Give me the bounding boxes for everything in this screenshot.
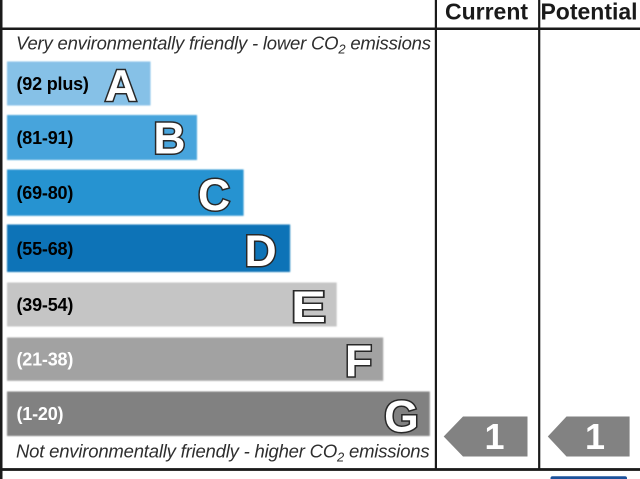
svg-text:(69-80): (69-80) [17,183,74,203]
svg-text:(39-54): (39-54) [17,295,74,315]
svg-text:B: B [153,115,185,164]
svg-text:Potential: Potential [540,0,637,25]
svg-text:Current: Current [445,0,528,25]
svg-text:Very environmentally friendly: Very environmentally friendly - lower CO… [16,33,431,57]
svg-text:(1-20): (1-20) [17,404,64,424]
svg-text:(92 plus): (92 plus) [17,74,89,94]
svg-text:D: D [244,227,276,276]
svg-text:G: G [384,392,419,441]
svg-text:1: 1 [484,416,504,457]
svg-text:Not environmentally friendly -: Not environmentally friendly - higher CO… [16,441,429,465]
svg-text:F: F [345,338,372,387]
svg-text:(81-91): (81-91) [17,128,74,148]
svg-text:(21-38): (21-38) [17,350,74,370]
svg-text:1: 1 [585,416,605,457]
svg-text:A: A [105,62,137,111]
svg-text:C: C [198,171,230,220]
svg-text:(55-68): (55-68) [17,239,74,259]
svg-text:E: E [291,283,326,332]
